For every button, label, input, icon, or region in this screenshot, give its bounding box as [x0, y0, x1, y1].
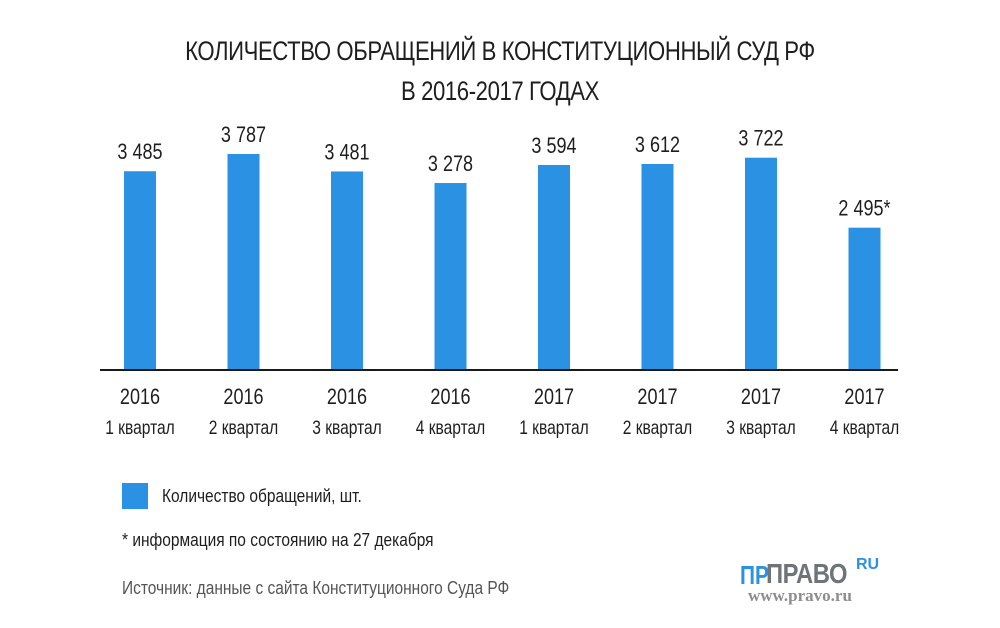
source-note: Источник: данные с сайта Конституционног… — [122, 578, 510, 598]
x-tick-quarter: 2 квартал — [209, 417, 279, 439]
bar — [745, 157, 777, 370]
x-tick-year: 2017 — [637, 385, 677, 409]
x-tick-year: 2016 — [120, 385, 160, 409]
bar — [434, 183, 467, 370]
legend-label: Количество обращений, шт. — [162, 485, 362, 506]
x-tick-quarter: 4 квартал — [830, 417, 900, 439]
data-label: 3 594 — [531, 134, 576, 158]
x-tick-year: 2017 — [534, 385, 574, 409]
data-label: 3 481 — [324, 141, 369, 165]
footnote: * информация по состоянию на 27 декабря — [122, 530, 434, 550]
logo-name: ПРАВО — [766, 558, 848, 589]
x-tick-quarter: 3 квартал — [726, 417, 796, 439]
bar — [538, 165, 570, 370]
bar-chart: 3 485 2016 1 квартал 3 787 2016 2 квартал 3 48… — [100, 123, 900, 439]
x-tick-year: 2017 — [844, 385, 884, 409]
x-tick-quarter: 3 квартал — [312, 417, 382, 439]
x-tick-year: 2016 — [430, 385, 470, 409]
x-tick-quarter: 1 квартал — [105, 417, 175, 439]
chart-subtitle: В 2016-2017 ГОДАХ — [400, 76, 599, 106]
logo-suffix: RU — [856, 556, 880, 573]
chart-title: КОЛИЧЕСТВО ОБРАЩЕНИЙ В КОНСТИТУЦИОННЫЙ С… — [185, 36, 815, 66]
x-tick-quarter: 4 квартал — [416, 417, 486, 439]
x-tick-quarter: 2 квартал — [623, 417, 693, 439]
data-label: 3 278 — [428, 152, 473, 176]
bar — [848, 227, 881, 370]
bar — [641, 163, 674, 370]
x-tick-quarter: 1 квартал — [519, 417, 589, 439]
x-tick-year: 2016 — [223, 385, 263, 409]
legend-swatch — [122, 483, 148, 509]
data-label: 3 485 — [117, 141, 162, 165]
legend: Количество обращений, шт. — [122, 483, 394, 509]
data-label: 2 495* — [838, 197, 890, 221]
data-label: 3 722 — [738, 127, 783, 151]
data-label: 3 787 — [221, 123, 266, 147]
data-label: 3 612 — [635, 133, 680, 157]
logo-mark-icon: ΠΡ — [740, 560, 769, 590]
x-tick-year: 2016 — [327, 385, 367, 409]
pravo-logo: ΠΡ ПРАВО RU www.pravo.ru — [740, 556, 910, 606]
bar — [331, 171, 363, 370]
logo-url: www.pravo.ru — [748, 586, 852, 605]
bar — [124, 171, 156, 370]
bar — [227, 154, 260, 370]
x-tick-year: 2017 — [741, 385, 781, 409]
